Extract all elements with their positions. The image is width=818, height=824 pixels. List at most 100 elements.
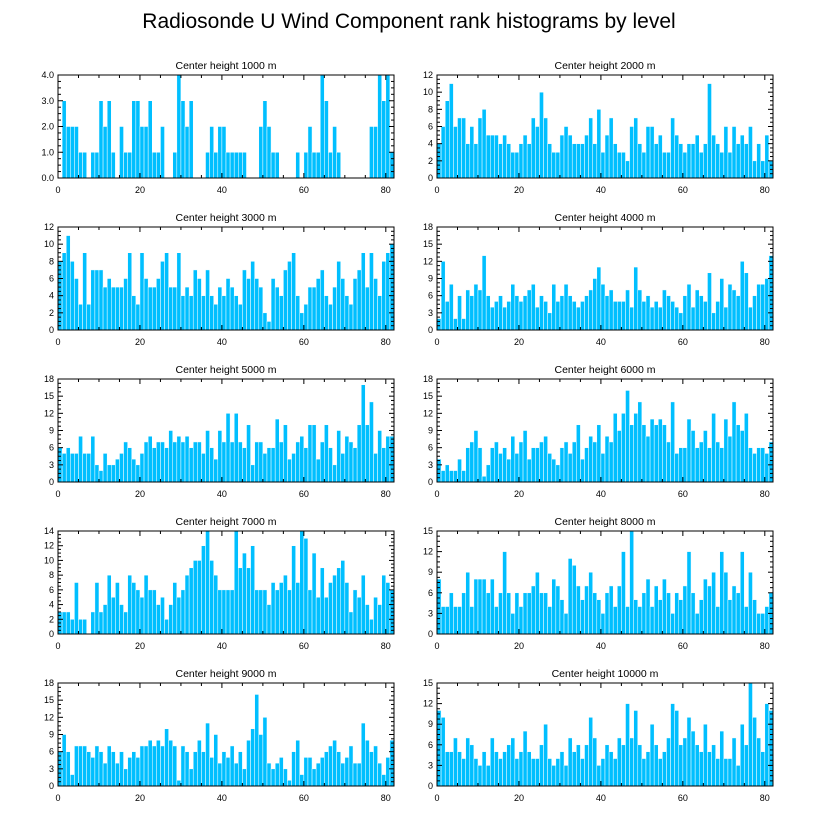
- bar: [485, 765, 491, 787]
- bar: [106, 464, 112, 483]
- bar: [131, 582, 137, 635]
- bar: [119, 286, 124, 331]
- y-tick-label: 0: [49, 629, 54, 639]
- bar: [315, 458, 321, 483]
- x-tick-label: 0: [434, 641, 439, 651]
- y-tick-label: 6: [49, 747, 54, 757]
- bar: [127, 574, 133, 635]
- bar: [356, 269, 362, 331]
- bar: [444, 606, 450, 635]
- bar: [315, 596, 321, 635]
- bar: [188, 567, 194, 635]
- bar: [748, 306, 753, 331]
- bar: [633, 117, 639, 179]
- bar: [78, 619, 83, 635]
- bar: [481, 255, 487, 331]
- bar: [580, 143, 585, 179]
- bar: [731, 126, 737, 179]
- bar: [209, 295, 214, 331]
- bar: [348, 745, 354, 787]
- bar: [465, 447, 471, 483]
- y-tick-label: 2.0: [41, 122, 54, 132]
- bar: [449, 470, 454, 483]
- bar: [592, 592, 598, 635]
- bar: [168, 604, 173, 635]
- bar: [481, 578, 487, 635]
- bar: [295, 441, 301, 483]
- bar: [164, 252, 169, 331]
- bar: [547, 758, 552, 787]
- bar: [707, 272, 712, 331]
- bar: [291, 751, 296, 787]
- bar: [131, 295, 137, 331]
- bar: [600, 152, 606, 179]
- bar: [160, 745, 165, 787]
- bar: [653, 424, 659, 483]
- bar: [274, 762, 280, 787]
- bar: [543, 723, 548, 787]
- bar: [74, 453, 79, 483]
- bar: [98, 470, 104, 483]
- bar: [748, 447, 753, 483]
- bar: [694, 134, 700, 179]
- bar: [307, 424, 313, 483]
- bar: [571, 751, 577, 787]
- bar: [641, 758, 647, 787]
- bar: [61, 453, 67, 483]
- y-tick-label: 8: [49, 256, 54, 266]
- x-tick-label: 0: [434, 185, 439, 195]
- bar: [311, 424, 317, 483]
- bar: [666, 592, 671, 635]
- bar: [369, 401, 374, 483]
- bar: [535, 126, 540, 179]
- bar: [698, 152, 704, 179]
- x-tick-label: 40: [596, 641, 606, 651]
- bar: [221, 589, 227, 635]
- bar: [678, 599, 684, 635]
- bar: [180, 745, 186, 787]
- y-tick-label: 6: [428, 122, 433, 132]
- bar: [465, 143, 471, 179]
- bar: [707, 447, 712, 483]
- bar: [670, 117, 675, 179]
- panel-5: Center height 5000 m 0 20 40 60 80 0 3 6 9 12 15 18: [44, 364, 395, 499]
- y-tick-label: 18: [423, 222, 433, 232]
- bar: [690, 306, 696, 331]
- bar: [584, 134, 589, 179]
- x-tick-label: 20: [135, 641, 145, 651]
- bar: [258, 126, 264, 179]
- bar: [633, 710, 639, 787]
- y-tick-label: 4: [49, 291, 54, 301]
- bar: [123, 611, 128, 635]
- bar: [567, 737, 573, 787]
- bar: [98, 100, 104, 179]
- bar: [324, 100, 329, 179]
- bar: [658, 306, 663, 331]
- bar: [172, 152, 178, 179]
- bar: [242, 552, 247, 635]
- panel-4: Center height 4000 m 0 20 40 60 80 0 3 6 9 12 15 18: [423, 212, 774, 347]
- bar: [571, 301, 577, 331]
- figure-title: Radiosonde U Wind Component rank histogr…: [142, 10, 675, 33]
- bar: [197, 441, 202, 483]
- y-tick-label: 3: [428, 308, 433, 318]
- y-tick-label: 15: [423, 678, 433, 688]
- bar: [666, 152, 671, 179]
- y-tick-label: 12: [423, 408, 433, 418]
- bar: [188, 295, 194, 331]
- bar: [270, 582, 276, 635]
- bar: [274, 286, 280, 331]
- bar: [332, 126, 337, 179]
- bar: [567, 295, 573, 331]
- bar: [580, 758, 585, 787]
- bar: [461, 470, 466, 483]
- bar: [727, 599, 733, 635]
- bar: [522, 134, 528, 179]
- bar: [457, 606, 462, 635]
- bar: [258, 734, 264, 787]
- bar: [266, 762, 272, 787]
- bar: [139, 453, 145, 483]
- bar: [102, 126, 108, 179]
- bar: [74, 745, 79, 787]
- x-tick-label: 80: [381, 641, 391, 651]
